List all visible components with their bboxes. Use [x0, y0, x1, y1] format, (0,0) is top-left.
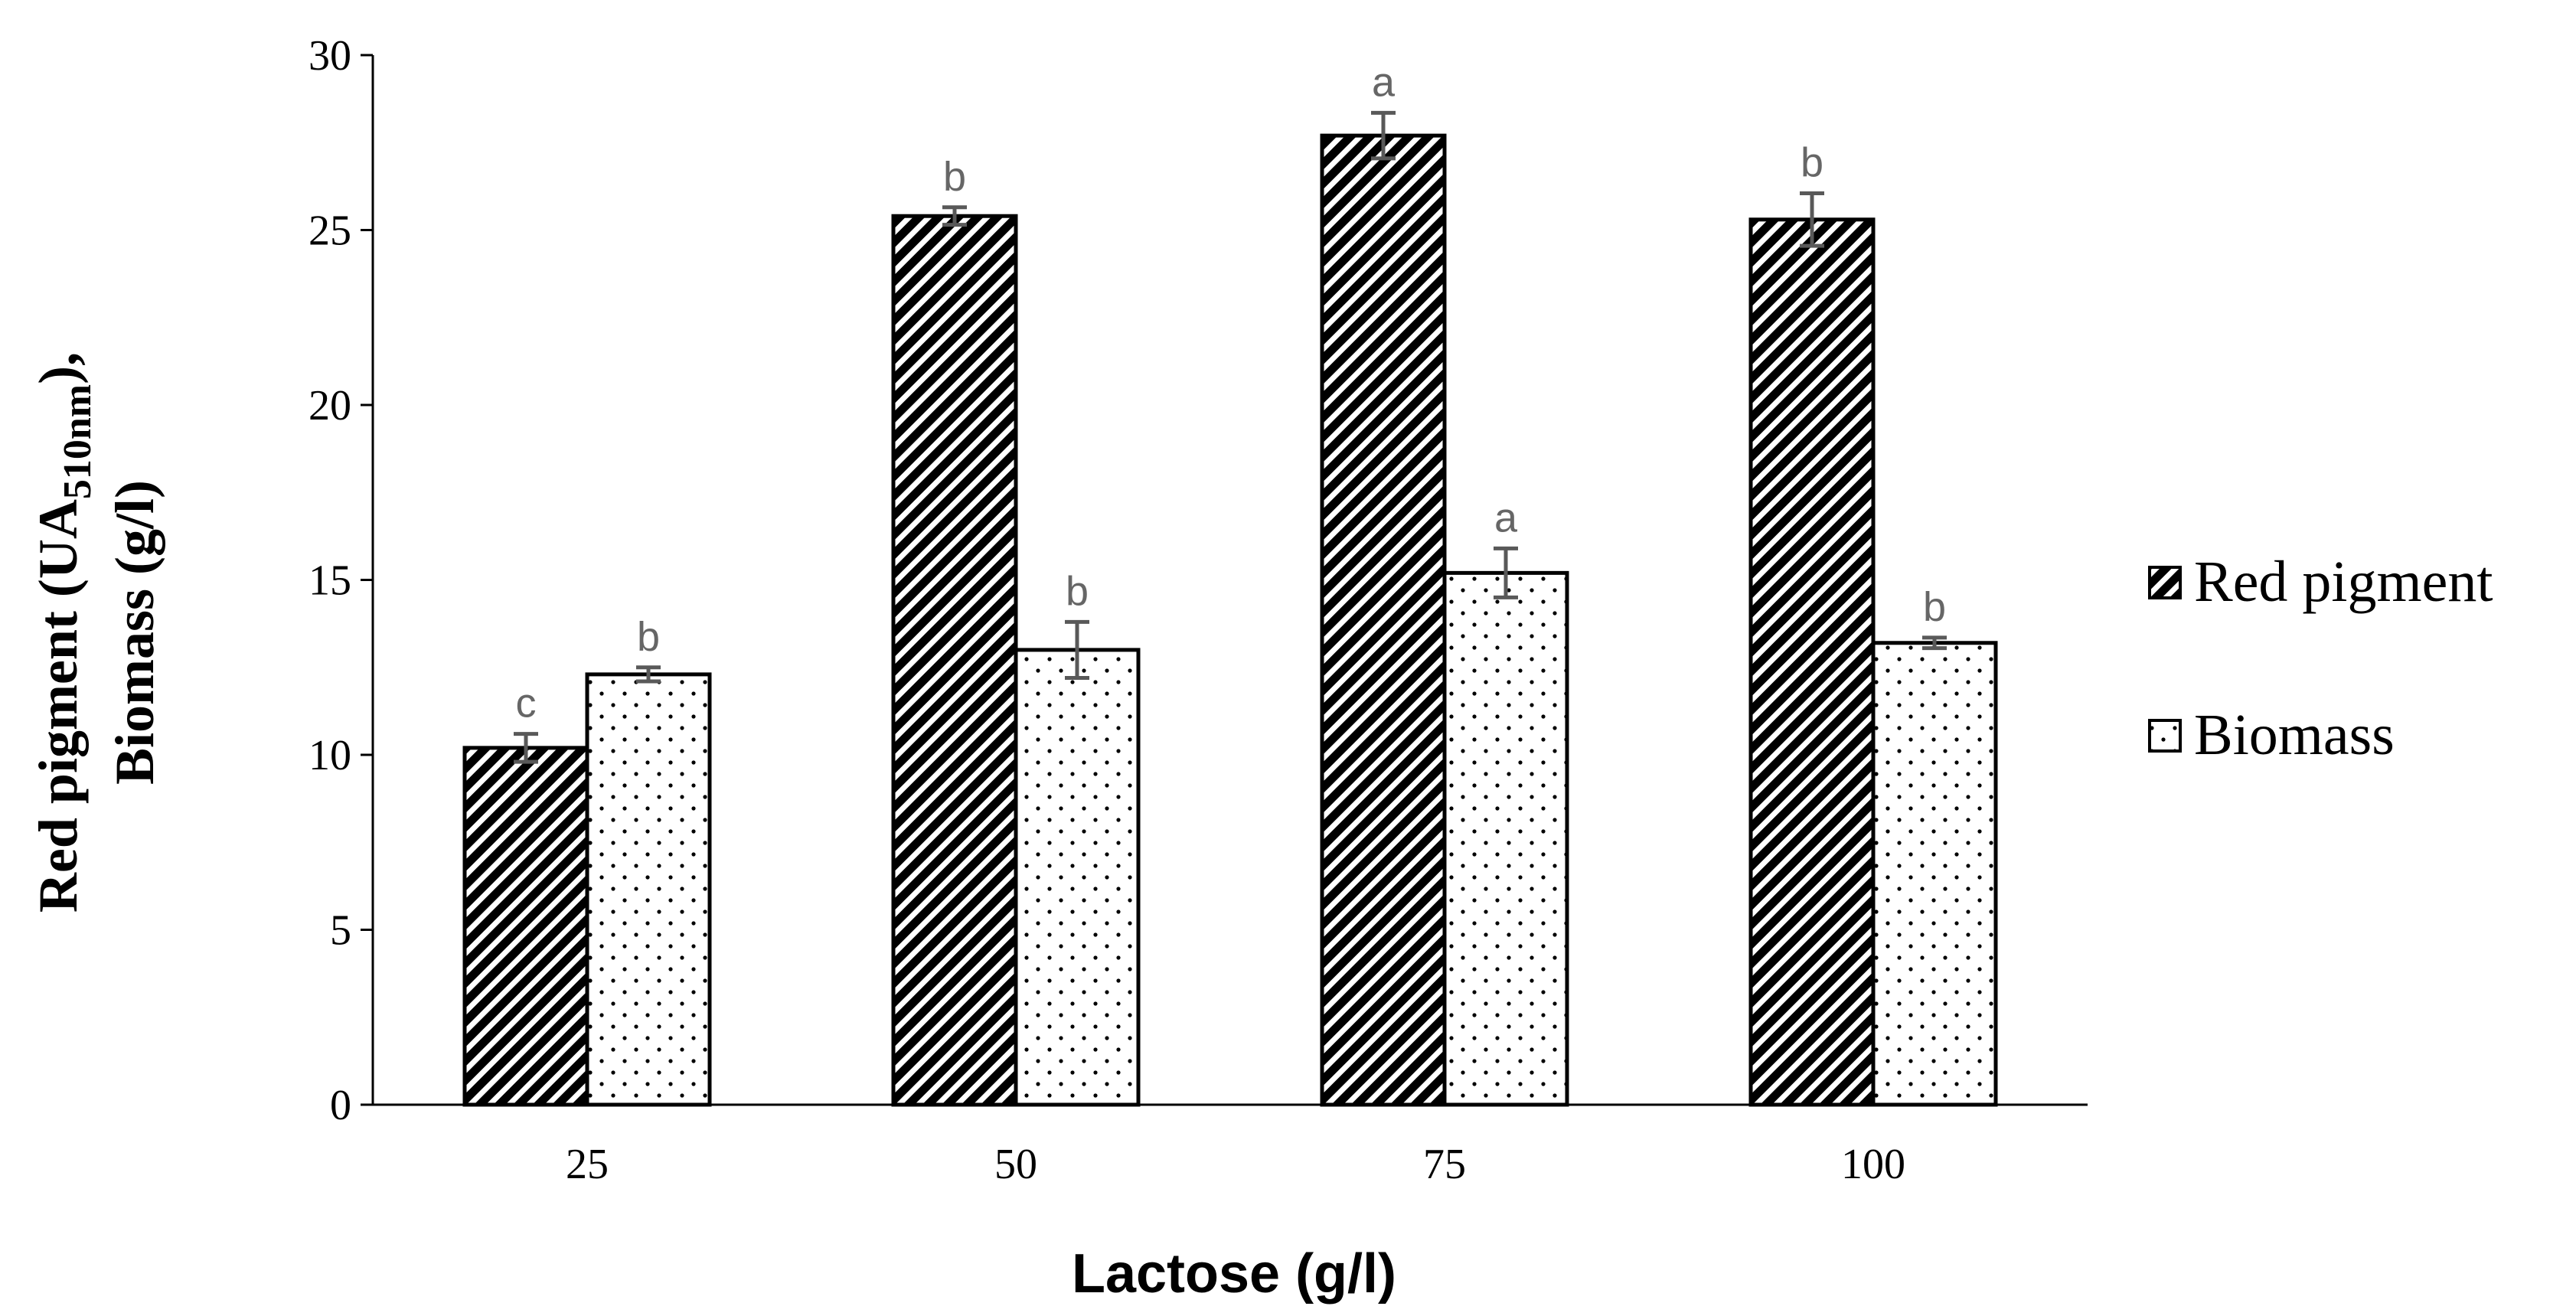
significance-label: a: [1372, 59, 1396, 105]
significance-label: b: [943, 154, 966, 200]
bar-red-pigment-25: [462, 746, 589, 1107]
y-axis-group: 0 5 10 15 20 25 30: [309, 32, 373, 1129]
significance-label: b: [1801, 140, 1823, 186]
x-tick-label: 100: [1841, 1141, 1905, 1188]
x-tick-label: 25: [566, 1141, 609, 1188]
y-tick-label: 5: [330, 907, 351, 955]
y-tick-label: 10: [309, 732, 351, 779]
error-bars-group: [514, 110, 1947, 764]
bars-group: [462, 133, 1998, 1107]
y-axis-title-line1: Red pigment (UA510nm),: [28, 352, 100, 913]
y-tick-label: 15: [309, 557, 351, 605]
x-tick-label: 75: [1423, 1141, 1466, 1188]
bar-biomass-25: [585, 672, 712, 1107]
significance-label: b: [1066, 568, 1089, 614]
bar-red-pigment-50: [891, 214, 1018, 1107]
bar-biomass-50: [1014, 648, 1141, 1107]
significance-label: a: [1494, 495, 1518, 540]
legend-swatch-red-pigment: [2148, 566, 2182, 599]
axes-group: 25 50 75 100: [361, 55, 2088, 1188]
y-axis-title-line2: Biomass (g/l): [104, 480, 165, 785]
x-axis-title: Lactose (g/l): [1072, 1243, 1396, 1305]
significance-label: b: [637, 614, 660, 660]
y-tick-label: 25: [309, 207, 351, 255]
significance-labels-group: c b b b a a b b: [516, 59, 1947, 726]
x-tick-label: 50: [994, 1141, 1037, 1188]
bar-red-pigment-100: [1748, 217, 1876, 1107]
significance-label: c: [516, 681, 537, 727]
legend-label: Biomass: [2194, 703, 2395, 767]
legend-swatch-biomass: [2148, 719, 2182, 753]
bar-red-pigment-75: [1320, 133, 1447, 1107]
bar-biomass-75: [1442, 570, 1569, 1107]
significance-label: b: [1923, 584, 1946, 630]
bar-biomass-100: [1871, 641, 1998, 1107]
y-tick-label: 30: [309, 32, 351, 80]
y-tick-label: 20: [309, 382, 351, 429]
legend-label: Red pigment: [2194, 550, 2493, 614]
y-tick-label: 0: [330, 1082, 351, 1129]
legend: Red pigment Biomass: [2148, 550, 2493, 767]
